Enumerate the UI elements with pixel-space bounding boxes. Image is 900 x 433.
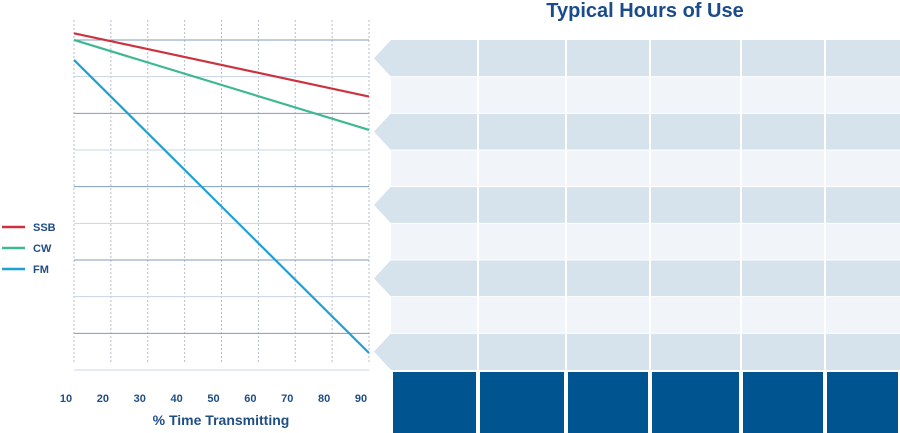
table-arrow-row: [374, 333, 900, 370]
plot-grid: [73, 20, 370, 371]
table-footer-cell: [480, 372, 564, 433]
table-arrow-row: [374, 260, 900, 297]
table-arrow-row: [374, 40, 900, 77]
table-footer-cell: [652, 372, 739, 433]
series-lines: [73, 32, 370, 354]
table-footer-cell: [393, 372, 476, 433]
x-axis-ticks: 10 20 30 40 50 60 70 80 90: [60, 393, 367, 405]
legend-label-cw: CW: [33, 243, 52, 255]
table-footer-cell: [568, 372, 648, 433]
chart-title: Typical Hours of Use: [546, 0, 743, 22]
x-tick-label: 10: [60, 393, 72, 405]
x-tick-label: 50: [207, 393, 219, 405]
x-tick-label: 40: [171, 393, 183, 405]
x-tick-label: 90: [355, 393, 367, 405]
x-tick-label: 80: [318, 393, 330, 405]
x-axis-title: % Time Transmitting: [153, 412, 290, 428]
legend: SSB CW FM: [2, 222, 56, 276]
table-light-row: [391, 150, 900, 187]
series-line-cw: [73, 38, 370, 131]
legend-label-fm: FM: [33, 264, 49, 276]
x-tick-label: 70: [281, 393, 293, 405]
table-footer-cell: [827, 372, 898, 433]
x-tick-label: 30: [134, 393, 146, 405]
x-tick-label: 20: [97, 393, 109, 405]
table-arrow-row: [374, 186, 900, 224]
table-arrow-row: [374, 113, 900, 150]
table-light-row: [391, 296, 900, 334]
legend-label-ssb: SSB: [33, 222, 56, 234]
table-light-row: [391, 76, 900, 114]
table-footer-cell: [743, 372, 823, 433]
series-line-fm: [73, 59, 370, 354]
table-light-row: [391, 223, 900, 260]
x-tick-label: 60: [244, 393, 256, 405]
hours-table: [374, 40, 900, 433]
series-line-ssb: [73, 32, 370, 98]
